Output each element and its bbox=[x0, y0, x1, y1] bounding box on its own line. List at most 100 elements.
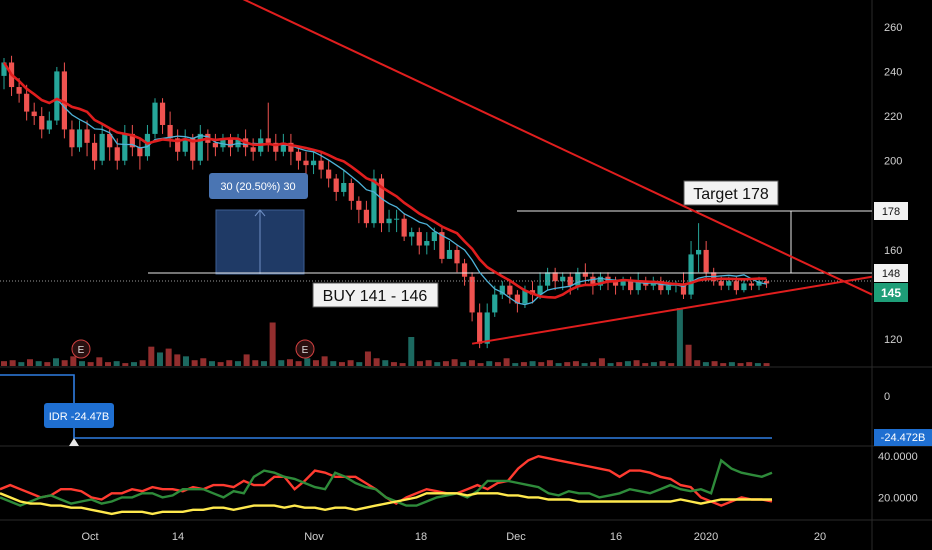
volume-bar bbox=[61, 360, 68, 366]
earnings-marker-1[interactable]: E bbox=[71, 339, 91, 359]
candle-body bbox=[612, 281, 619, 286]
earnings-marker-2[interactable]: E bbox=[295, 339, 315, 359]
candle-body bbox=[54, 71, 60, 121]
candle-body bbox=[378, 178, 385, 224]
idr-label-box bbox=[44, 403, 114, 428]
volume-bar bbox=[538, 362, 545, 366]
volume-bar bbox=[659, 361, 666, 366]
candle-body bbox=[159, 102, 166, 125]
candle-body bbox=[469, 276, 475, 313]
candle-body bbox=[114, 147, 120, 161]
idr-label: IDR -24.47B bbox=[49, 411, 110, 423]
candle-body bbox=[24, 93, 30, 112]
candle-body bbox=[61, 71, 67, 130]
candle-body bbox=[310, 160, 317, 166]
trendline-upper[interactable] bbox=[112, 0, 873, 296]
volume-bar bbox=[226, 360, 233, 366]
candle-body bbox=[76, 129, 83, 148]
volume-bar bbox=[702, 362, 709, 366]
volume-bar bbox=[451, 359, 458, 366]
range-measure-label: 30 (20.50%) 30 bbox=[220, 181, 295, 193]
volume-bar bbox=[520, 362, 527, 366]
earnings-icon bbox=[295, 339, 315, 359]
candle-body bbox=[69, 129, 75, 148]
time-tick-label: 16 bbox=[610, 531, 622, 543]
volume-bar bbox=[546, 360, 553, 366]
candle-body bbox=[39, 116, 45, 130]
candle-body bbox=[477, 312, 483, 344]
volume-bar bbox=[382, 360, 389, 366]
candle-body bbox=[129, 133, 135, 148]
volume-bar bbox=[321, 356, 328, 366]
volume-bar bbox=[260, 361, 267, 366]
candle-body bbox=[733, 281, 739, 291]
candle-body bbox=[575, 272, 581, 286]
volume-bar bbox=[425, 360, 432, 366]
candle-body bbox=[144, 133, 151, 157]
volume-bar bbox=[650, 362, 657, 366]
candle-body bbox=[424, 241, 430, 246]
candle-body bbox=[658, 281, 664, 291]
candle-body bbox=[371, 178, 377, 224]
candle-body bbox=[431, 232, 437, 242]
candle-body bbox=[273, 142, 279, 152]
oscillator-series-line[interactable] bbox=[0, 492, 772, 516]
candle-body bbox=[718, 281, 724, 286]
candle-body bbox=[628, 281, 634, 291]
volume-bar bbox=[191, 360, 198, 366]
volume-bar bbox=[269, 322, 276, 366]
candle-body bbox=[552, 272, 558, 282]
candle-body bbox=[461, 263, 468, 277]
volume-bar bbox=[130, 362, 137, 366]
svg-text:E: E bbox=[302, 345, 309, 356]
candle-body bbox=[522, 290, 528, 304]
candle-body bbox=[303, 160, 309, 166]
candle-body bbox=[590, 276, 596, 286]
volume-bar bbox=[243, 354, 250, 366]
volume-bar bbox=[503, 358, 510, 366]
volume-bar bbox=[616, 362, 623, 366]
ma-fast-line[interactable] bbox=[2, 61, 767, 299]
volume-bar bbox=[78, 361, 85, 366]
volume-bar bbox=[312, 360, 319, 366]
price-tick-label: 260 bbox=[884, 22, 902, 34]
arrow-up-icon bbox=[254, 209, 266, 217]
candle-body bbox=[99, 133, 105, 161]
volume-bar bbox=[590, 362, 597, 366]
price-tick-label: 200 bbox=[884, 156, 902, 168]
volume-bar bbox=[711, 361, 718, 366]
time-tick-label: 2020 bbox=[694, 531, 718, 543]
candle-body bbox=[288, 142, 294, 152]
candle-body bbox=[620, 281, 626, 286]
idr-pointer-icon bbox=[69, 438, 79, 446]
oscillator-axis-ticks: 40.0000 20.0000 bbox=[878, 451, 918, 504]
candle-body bbox=[665, 285, 671, 291]
candle-body bbox=[107, 133, 113, 148]
price-tag-entry bbox=[874, 264, 908, 282]
trendline-lower[interactable] bbox=[471, 275, 873, 345]
volume-bar bbox=[70, 356, 77, 366]
volume-bar bbox=[122, 363, 129, 366]
buy-label: BUY 141 - 146 bbox=[323, 288, 428, 305]
price-tick-label: 240 bbox=[884, 66, 902, 78]
volume-bar bbox=[685, 344, 692, 366]
candle-body bbox=[409, 232, 415, 237]
price-tag-last bbox=[874, 283, 908, 302]
price-tag-entry-text: 148 bbox=[882, 268, 900, 280]
volume-bar bbox=[330, 361, 337, 366]
candle-body bbox=[726, 281, 732, 286]
price-tag-last-text: 145 bbox=[881, 286, 901, 300]
candle-body bbox=[446, 249, 453, 259]
volume-bar bbox=[356, 362, 363, 366]
oscillator-series-line[interactable] bbox=[0, 458, 773, 507]
time-axis[interactable]: Oct 14 Nov 18 Dec 16 2020 20 bbox=[81, 531, 826, 543]
volume-bar bbox=[148, 346, 155, 366]
time-tick-label: Oct bbox=[81, 531, 98, 543]
candle-body bbox=[16, 87, 22, 94]
candle-body bbox=[545, 272, 551, 286]
oscillator-lines[interactable] bbox=[0, 454, 773, 516]
time-tick-label: 20 bbox=[814, 531, 826, 543]
volume-bar bbox=[208, 361, 215, 366]
candle-body bbox=[635, 281, 641, 291]
